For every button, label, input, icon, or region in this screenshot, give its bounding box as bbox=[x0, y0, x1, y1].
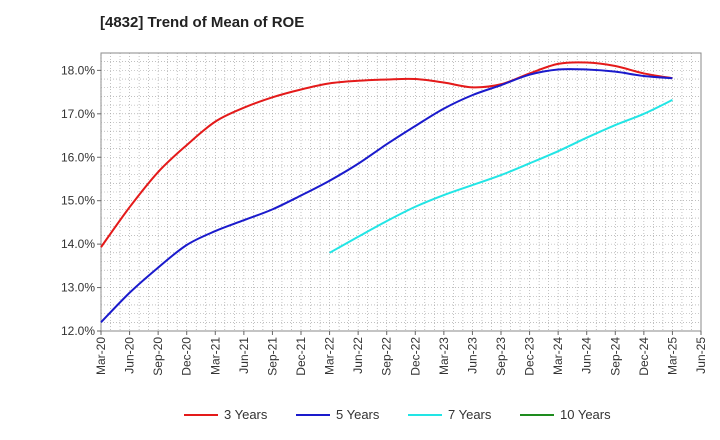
legend-label-3-years: 3 Years bbox=[224, 407, 268, 422]
y-axis: 12.0% 13.0% 14.0% 15.0% 16.0% 17.0% 18.0% bbox=[61, 63, 101, 338]
series-line-5-years bbox=[100, 68, 673, 324]
gridlines bbox=[100, 53, 701, 331]
x-tick-label: Dec-20 bbox=[180, 337, 194, 376]
legend: 3 Years 5 Years 7 Years 10 Years bbox=[184, 407, 611, 422]
y-tick-label: 15.0% bbox=[61, 194, 95, 208]
x-tick-label: Sep-21 bbox=[265, 337, 279, 376]
x-tick-label: Mar-24 bbox=[551, 337, 565, 375]
chart-title: [4832] Trend of Mean of ROE bbox=[100, 14, 305, 31]
series-line-3-years bbox=[100, 61, 673, 248]
y-tick-label: 16.0% bbox=[61, 150, 95, 164]
x-tick-label: Sep-24 bbox=[608, 337, 622, 376]
legend-label-5-years: 5 Years bbox=[336, 407, 380, 422]
x-tick-label: Mar-21 bbox=[208, 337, 222, 375]
x-tick-label: Sep-22 bbox=[380, 337, 394, 376]
x-tick-label: Sep-20 bbox=[151, 337, 165, 376]
x-tick-label: Jun-21 bbox=[237, 337, 251, 374]
x-tick-label: Mar-25 bbox=[665, 337, 679, 375]
y-tick-label: 17.0% bbox=[61, 107, 95, 121]
x-tick-label: Mar-22 bbox=[323, 337, 337, 375]
y-tick-label: 14.0% bbox=[61, 237, 95, 251]
x-tick-label: Jun-25 bbox=[694, 337, 708, 374]
y-tick-label: 12.0% bbox=[61, 324, 95, 338]
x-tick-label: Mar-23 bbox=[437, 337, 451, 375]
legend-label-7-years: 7 Years bbox=[448, 407, 492, 422]
x-tick-label: Jun-22 bbox=[351, 337, 365, 374]
x-tick-label: Mar-20 bbox=[94, 337, 108, 375]
series-line-7-years bbox=[329, 99, 673, 254]
x-tick-label: Jun-24 bbox=[580, 337, 594, 374]
x-tick-label: Jun-20 bbox=[123, 337, 137, 374]
x-tick-label: Sep-23 bbox=[494, 337, 508, 376]
x-tick-label: Dec-23 bbox=[523, 337, 537, 376]
y-tick-label: 18.0% bbox=[61, 63, 95, 77]
x-tick-label: Dec-22 bbox=[408, 337, 422, 376]
y-tick-label: 13.0% bbox=[61, 281, 95, 295]
x-tick-label: Dec-21 bbox=[294, 337, 308, 376]
legend-label-10-years: 10 Years bbox=[560, 407, 611, 422]
x-tick-label: Jun-23 bbox=[465, 337, 479, 374]
x-tick-label: Dec-24 bbox=[637, 337, 651, 376]
series-lines bbox=[100, 61, 673, 324]
x-axis: Mar-20 Jun-20 Sep-20 Dec-20 Mar-21 Jun-21 Sep-… bbox=[94, 331, 708, 376]
